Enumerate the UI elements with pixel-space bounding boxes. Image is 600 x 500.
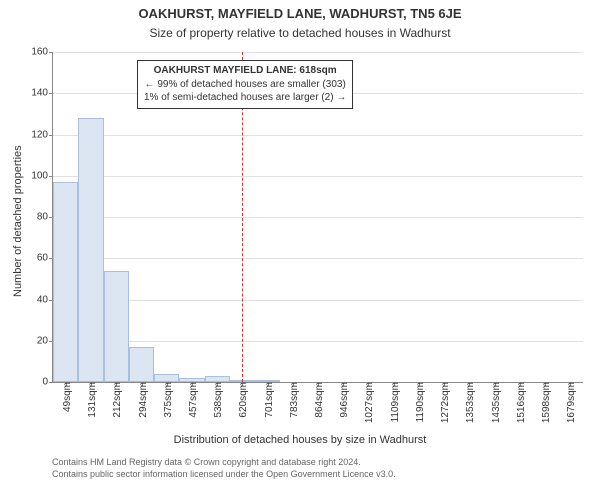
ytick-label: 120	[31, 129, 53, 140]
grid-line	[53, 341, 583, 342]
grid-line	[53, 217, 583, 218]
xtick-label: 1516sqm	[516, 382, 527, 423]
annotation-line-3: 1% of semi-detached houses are larger (2…	[144, 91, 346, 105]
property-annotation: OAKHURST MAYFIELD LANE: 618sqm← 99% of d…	[137, 60, 353, 109]
ytick-label: 100	[31, 170, 53, 181]
footer-line-1: Contains HM Land Registry data © Crown c…	[52, 457, 396, 469]
xtick-label: 538sqm	[213, 382, 224, 418]
xtick-label: 1190sqm	[415, 382, 426, 422]
histogram-bar	[78, 118, 103, 382]
xtick-label: 1027sqm	[364, 382, 375, 423]
xtick-label: 1353sqm	[465, 382, 476, 423]
xtick-label: 49sqm	[62, 382, 73, 412]
grid-line	[53, 300, 583, 301]
xtick-label: 1598sqm	[541, 382, 552, 423]
grid-line	[53, 258, 583, 259]
xtick-label: 131sqm	[87, 382, 98, 418]
x-axis-label: Distribution of detached houses by size …	[0, 434, 600, 446]
footer-line-2: Contains public sector information licen…	[52, 469, 396, 481]
xtick-label: 701sqm	[264, 382, 275, 418]
ytick-label: 0	[42, 377, 53, 388]
ytick-label: 60	[37, 253, 53, 264]
chart-title: OAKHURST, MAYFIELD LANE, WADHURST, TN5 6…	[0, 6, 600, 21]
xtick-label: 294sqm	[138, 382, 149, 418]
ytick-label: 40	[37, 294, 53, 305]
grid-line	[53, 52, 583, 53]
xtick-label: 1435sqm	[491, 382, 502, 423]
xtick-label: 1109sqm	[390, 382, 401, 422]
grid-line	[53, 135, 583, 136]
xtick-label: 620sqm	[238, 382, 249, 418]
ytick-label: 20	[37, 335, 53, 346]
plot-area: 02040608010012014016049sqm131sqm212sqm29…	[52, 52, 583, 383]
annotation-line-1: OAKHURST MAYFIELD LANE: 618sqm	[144, 64, 346, 78]
xtick-label: 1272sqm	[440, 382, 451, 423]
xtick-label: 946sqm	[339, 382, 350, 418]
footer-attribution: Contains HM Land Registry data © Crown c…	[52, 457, 396, 480]
histogram-bar	[104, 271, 129, 382]
xtick-label: 375sqm	[163, 382, 174, 418]
chart-container: OAKHURST, MAYFIELD LANE, WADHURST, TN5 6…	[0, 0, 600, 500]
xtick-label: 783sqm	[289, 382, 300, 418]
ytick-label: 80	[37, 212, 53, 223]
xtick-label: 864sqm	[314, 382, 325, 418]
ytick-label: 140	[31, 88, 53, 99]
xtick-label: 212sqm	[112, 382, 123, 418]
histogram-bar	[53, 182, 78, 382]
histogram-bar	[129, 347, 154, 382]
y-axis-label: Number of detached properties	[12, 145, 24, 297]
ytick-label: 160	[31, 47, 53, 58]
grid-line	[53, 176, 583, 177]
xtick-label: 1679sqm	[566, 382, 577, 423]
annotation-line-2: ← 99% of detached houses are smaller (30…	[144, 78, 346, 92]
histogram-bar	[154, 374, 179, 382]
chart-subtitle: Size of property relative to detached ho…	[0, 26, 600, 40]
xtick-label: 457sqm	[188, 382, 199, 418]
